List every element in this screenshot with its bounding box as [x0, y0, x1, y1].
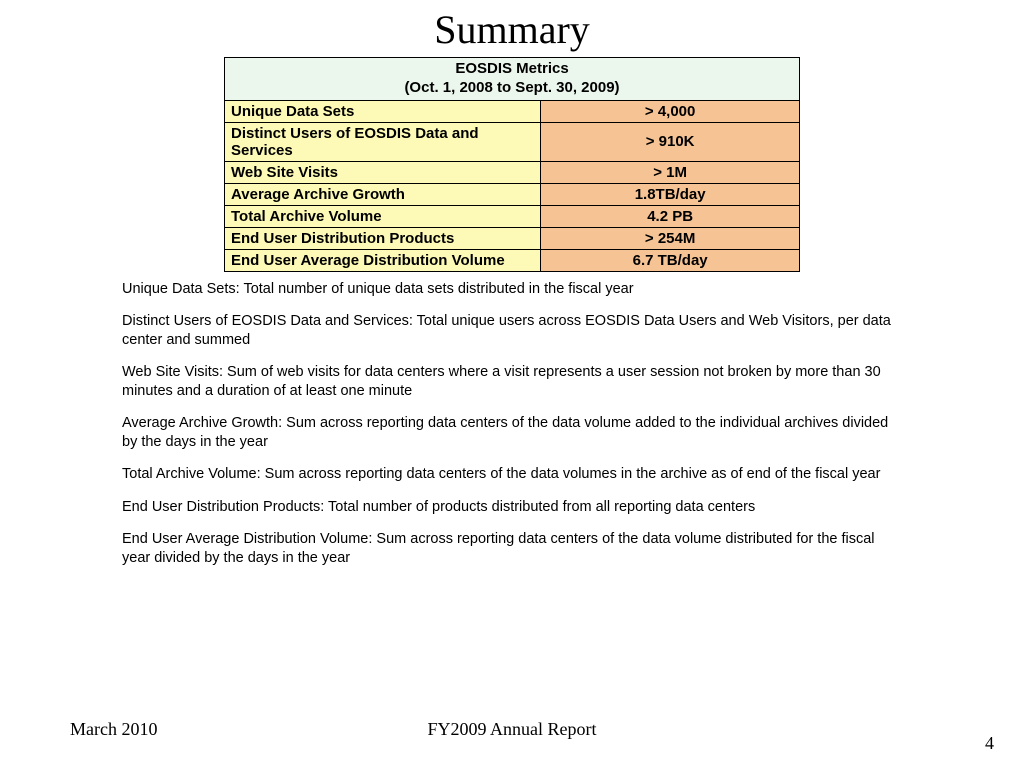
definition-text: Total Archive Volume: Sum across reporti… [122, 465, 902, 484]
table-row: End User Average Distribution Volume6.7 … [225, 249, 800, 271]
definition-text: Web Site Visits: Sum of web visits for d… [122, 363, 902, 400]
definition-text: End User Distribution Products: Total nu… [122, 498, 902, 517]
definition-text: Average Archive Growth: Sum across repor… [122, 414, 902, 451]
table-header: EOSDIS Metrics(Oct. 1, 2008 to Sept. 30,… [225, 58, 800, 101]
table-row: Distinct Users of EOSDIS Data and Servic… [225, 122, 800, 161]
metric-label: End User Average Distribution Volume [225, 249, 541, 271]
footer-page-number: 4 [985, 733, 994, 754]
metric-label: Distinct Users of EOSDIS Data and Servic… [225, 122, 541, 161]
table-row: End User Distribution Products> 254M [225, 227, 800, 249]
table-row: Unique Data Sets> 4,000 [225, 100, 800, 122]
metric-value: > 1M [541, 161, 800, 183]
metric-value: 6.7 TB/day [541, 249, 800, 271]
metric-label: End User Distribution Products [225, 227, 541, 249]
table-header-line1: EOSDIS Metrics [231, 60, 793, 79]
definition-text: Distinct Users of EOSDIS Data and Servic… [122, 312, 902, 349]
metric-value: > 4,000 [541, 100, 800, 122]
slide-title: Summary [0, 0, 1024, 53]
definitions-block: Unique Data Sets: Total number of unique… [122, 280, 902, 568]
metric-value: 1.8TB/day [541, 183, 800, 205]
metric-value: 4.2 PB [541, 205, 800, 227]
definition-text: Unique Data Sets: Total number of unique… [122, 280, 902, 299]
metric-label: Web Site Visits [225, 161, 541, 183]
table-row: Total Archive Volume4.2 PB [225, 205, 800, 227]
table-row: Web Site Visits> 1M [225, 161, 800, 183]
footer-report-title: FY2009 Annual Report [0, 719, 1024, 740]
metric-label: Total Archive Volume [225, 205, 541, 227]
table-header-line2: (Oct. 1, 2008 to Sept. 30, 2009) [231, 79, 793, 98]
metric-label: Average Archive Growth [225, 183, 541, 205]
metrics-table: EOSDIS Metrics(Oct. 1, 2008 to Sept. 30,… [224, 57, 800, 272]
table-row: Average Archive Growth1.8TB/day [225, 183, 800, 205]
definition-text: End User Average Distribution Volume: Su… [122, 530, 902, 567]
metric-value: > 910K [541, 122, 800, 161]
metric-value: > 254M [541, 227, 800, 249]
metric-label: Unique Data Sets [225, 100, 541, 122]
